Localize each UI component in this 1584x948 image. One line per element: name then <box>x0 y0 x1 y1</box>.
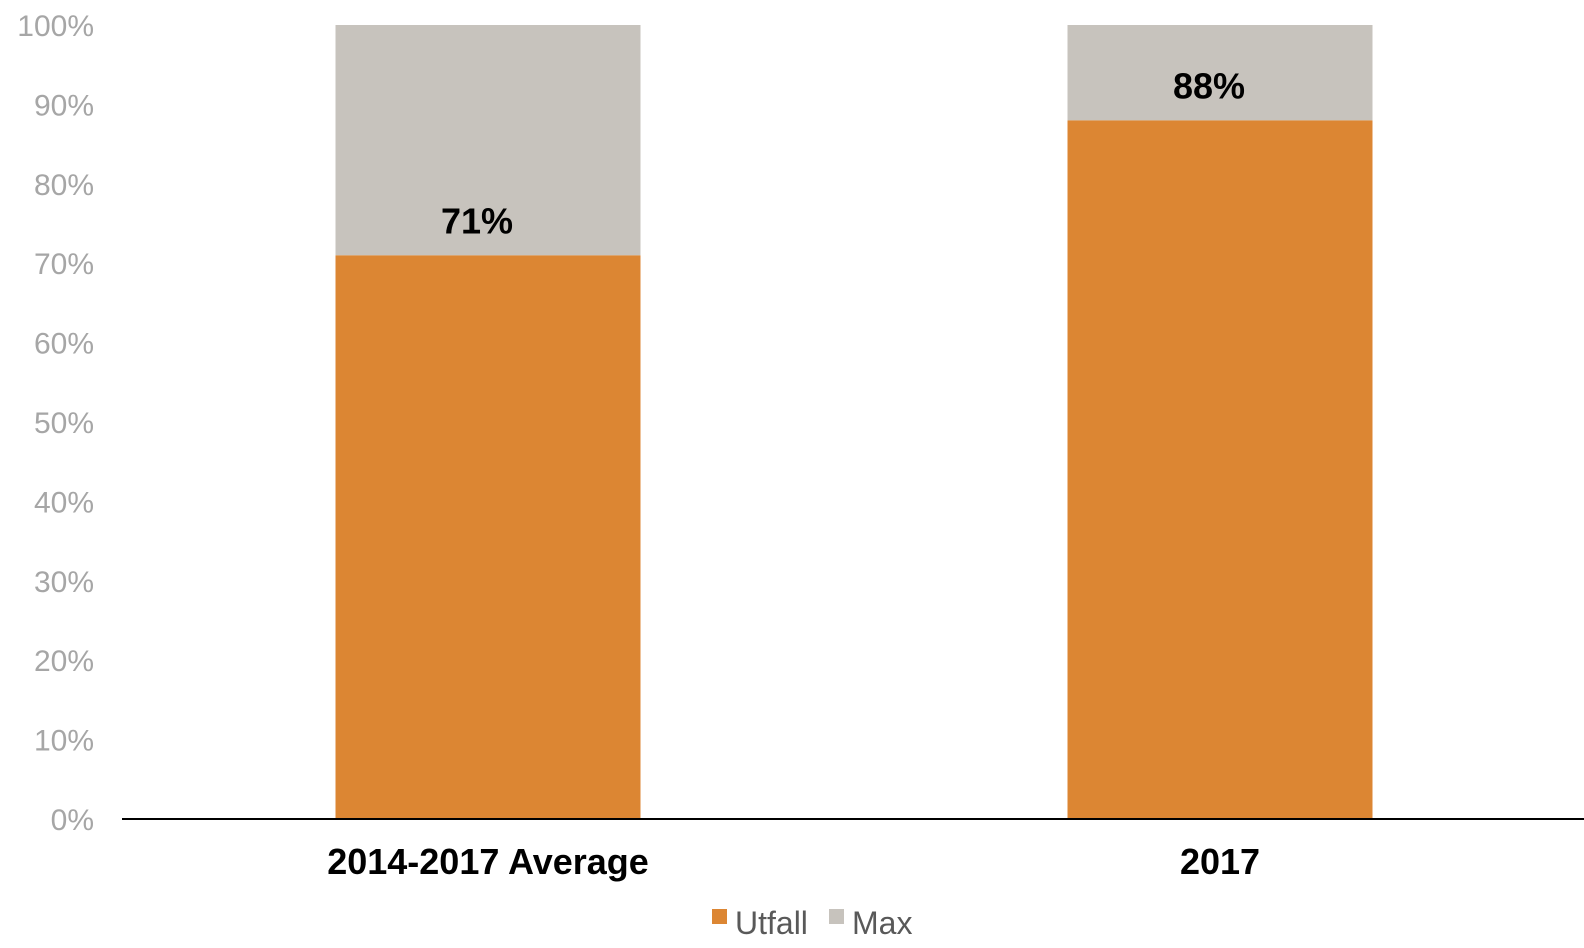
legend-swatch-max <box>829 909 844 924</box>
labels-layer: 71% 88% <box>441 65 1245 241</box>
y-tick-label: 100% <box>17 10 94 43</box>
bar-utfall-2 <box>1067 120 1373 819</box>
legend-swatch-utfall <box>712 909 727 924</box>
legend-label-max: Max <box>852 905 912 941</box>
x-tick-label: 2014-2017 Average <box>327 841 649 882</box>
y-tick-label: 80% <box>34 169 94 202</box>
bar-utfall-1 <box>335 255 641 819</box>
x-tick-label: 2017 <box>1180 841 1260 882</box>
y-tick-label: 40% <box>34 486 94 519</box>
bar-max-2 <box>1067 25 1373 121</box>
legend-label-utfall: Utfall <box>735 905 808 941</box>
legend: Utfall Max <box>712 905 912 941</box>
y-tick-label: 0% <box>51 804 94 837</box>
data-label: 71% <box>441 200 513 241</box>
y-tick-label: 20% <box>34 645 94 678</box>
y-tick-label: 60% <box>34 328 94 361</box>
y-tick-label: 70% <box>34 248 94 281</box>
data-label: 88% <box>1173 65 1245 106</box>
y-tick-label: 50% <box>34 407 94 440</box>
axis-layer: 0% 10% 20% 30% 40% 50% 60% 70% 80% 90% 100% 2014-20… <box>17 10 1584 882</box>
bar-max-1 <box>335 25 641 256</box>
y-tick-label: 90% <box>34 89 94 122</box>
bars-layer <box>335 25 1373 819</box>
y-tick-label: 30% <box>34 566 94 599</box>
y-tick-label: 10% <box>34 725 94 758</box>
